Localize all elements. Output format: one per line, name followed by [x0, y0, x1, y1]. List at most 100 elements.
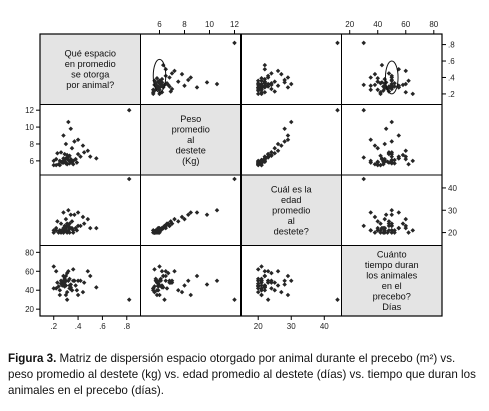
- point-r2-c3-44: [368, 210, 373, 215]
- point-r3-c2-42: [255, 267, 261, 272]
- point-r2-c3-42: [406, 230, 411, 235]
- point-r3-c1-42: [152, 267, 157, 272]
- point-r2-c0-27: [85, 216, 91, 222]
- diagonal-label-2-line-2: promedio: [272, 205, 310, 215]
- point-r0-c3-46: [361, 40, 366, 46]
- diagonal-label-2-line-1: edad: [281, 195, 301, 205]
- point-r1-c3-27: [403, 148, 409, 153]
- point-r3-c1-49: [155, 284, 161, 289]
- point-r0-c1-31: [182, 83, 187, 88]
- matrix-border: [39, 33, 443, 317]
- diagonal-label-2-line-4: destete?: [274, 226, 309, 236]
- point-r2-c0-47: [51, 228, 56, 233]
- point-r3-c1-31: [182, 283, 187, 288]
- point-r2-c3-47: [410, 228, 416, 233]
- point-r2-c3-33: [396, 225, 402, 231]
- point-r3-c0-47: [51, 264, 56, 269]
- diagonal-label-1-line-0: Peso: [180, 114, 201, 124]
- point-r2-c3-48: [378, 221, 383, 226]
- point-r3-c1-25: [165, 270, 171, 276]
- point-r0-c2-36: [269, 86, 274, 92]
- point-r3-c1-39: [194, 273, 200, 279]
- point-r0-c2-27: [275, 68, 281, 74]
- point-r3-c2-46: [335, 297, 340, 302]
- point-r3-c0-41: [64, 297, 70, 302]
- point-r0-c2-21: [269, 71, 274, 76]
- diagonal-label-0-line-2: se otorga: [71, 70, 110, 80]
- point-r0-c3-27: [403, 68, 409, 74]
- point-r0-c2-31: [275, 83, 281, 88]
- diagonal-cell-3: [341, 245, 442, 316]
- point-r1-c0-40: [68, 126, 74, 132]
- point-r3-c2-36: [269, 278, 274, 284]
- diagonal-label-1-line-1: promedio: [172, 124, 210, 134]
- diagonal-label-0-line-3: por animal?: [66, 80, 114, 90]
- point-r1-c0-36: [58, 150, 64, 155]
- point-r1-c0-15: [56, 161, 61, 167]
- point-r1-c0-23: [78, 154, 83, 159]
- point-r1-c2-48: [269, 153, 274, 159]
- point-r3-c1-43: [168, 280, 174, 285]
- point-r0-c3-35: [403, 90, 409, 95]
- point-r2-c1-40: [204, 212, 210, 217]
- point-r1-c0-45: [66, 119, 71, 125]
- point-r3-c1-38: [160, 285, 166, 290]
- point-r3-c0-43: [55, 280, 60, 285]
- point-r1-c2-26: [272, 145, 277, 151]
- point-r2-c0-42: [70, 230, 76, 235]
- point-r2-c3-40: [383, 212, 389, 217]
- point-r3-c1-27: [172, 269, 177, 274]
- point-r0-c2-43: [272, 89, 277, 94]
- point-r3-c0-23: [78, 278, 83, 284]
- point-r1-c2-45: [288, 119, 294, 125]
- point-r1-c0-39: [61, 133, 66, 138]
- point-r2-c0-43: [55, 219, 60, 224]
- point-r1-c2-27: [275, 148, 281, 153]
- point-r2-c0-46: [126, 176, 132, 182]
- diagonal-label-3-line-3: en el: [382, 281, 402, 291]
- point-r2-c0-20: [75, 223, 81, 229]
- point-r3-c2-12: [255, 281, 261, 286]
- point-r3-c2-25: [269, 270, 274, 276]
- point-r2-c0-45: [66, 207, 71, 213]
- point-r3-c2-48: [269, 286, 274, 291]
- point-r3-c1-19: [160, 273, 166, 279]
- point-r0-c3-11: [372, 82, 378, 88]
- point-r3-c1-46: [232, 297, 237, 302]
- point-r1-c2-36: [269, 150, 274, 155]
- diagonal-label-3-line-5: Días: [382, 302, 401, 312]
- point-r1-c3-37: [375, 160, 380, 165]
- diagonal-label-3-line-0: Cuánto: [377, 250, 407, 260]
- point-r3-c2-28: [259, 292, 264, 298]
- point-r3-c1-28: [157, 292, 162, 298]
- point-r3-c1-47: [157, 264, 162, 269]
- top-axis-tick-label-c1-0: 6: [157, 20, 162, 29]
- point-r1-c0-33: [87, 154, 93, 159]
- point-r0-c2-40: [282, 80, 287, 85]
- top-axis-tick-label-c1-1: 8: [182, 20, 187, 29]
- diagonal-label-1-line-4: (Kg): [182, 156, 199, 166]
- point-r2-c0-36: [58, 221, 64, 226]
- left-axis-tick-label-r1-1: 8: [30, 140, 35, 149]
- point-r0-c2-39: [285, 85, 291, 90]
- point-r3-c0-2: [57, 287, 63, 293]
- point-r1-c3-47: [410, 158, 416, 164]
- point-r3-c2-30: [255, 276, 261, 282]
- point-r1-c3-49: [381, 159, 386, 164]
- right-axis-tick-label-r0-1: .4: [448, 73, 455, 82]
- point-r2-c0-13: [68, 225, 74, 231]
- point-r1-c0-47: [51, 158, 56, 164]
- diagonal-cell-2: [241, 175, 342, 246]
- highlight-ellipse-0: [152, 58, 167, 93]
- point-r1-c0-34: [80, 143, 86, 148]
- point-r2-c0-30: [67, 230, 72, 235]
- point-r2-c3-27: [403, 216, 409, 222]
- figure-caption-label: Figura 3.: [8, 352, 57, 365]
- point-r2-c0-48: [67, 221, 72, 226]
- top-axis-tick-label-c1-3: 12: [230, 20, 239, 29]
- point-r1-c0-27: [85, 148, 91, 153]
- point-r3-c1-30: [153, 276, 159, 282]
- point-r2-c0-37: [74, 228, 80, 233]
- diagonal-label-1-line-2: al: [187, 135, 194, 145]
